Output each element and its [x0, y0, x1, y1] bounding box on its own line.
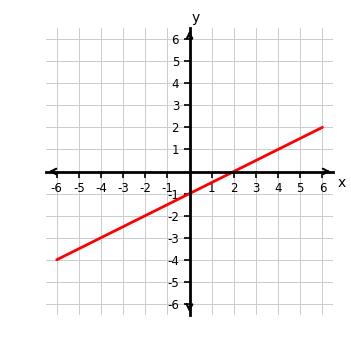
Text: y: y: [192, 11, 200, 25]
Text: x: x: [338, 176, 346, 190]
